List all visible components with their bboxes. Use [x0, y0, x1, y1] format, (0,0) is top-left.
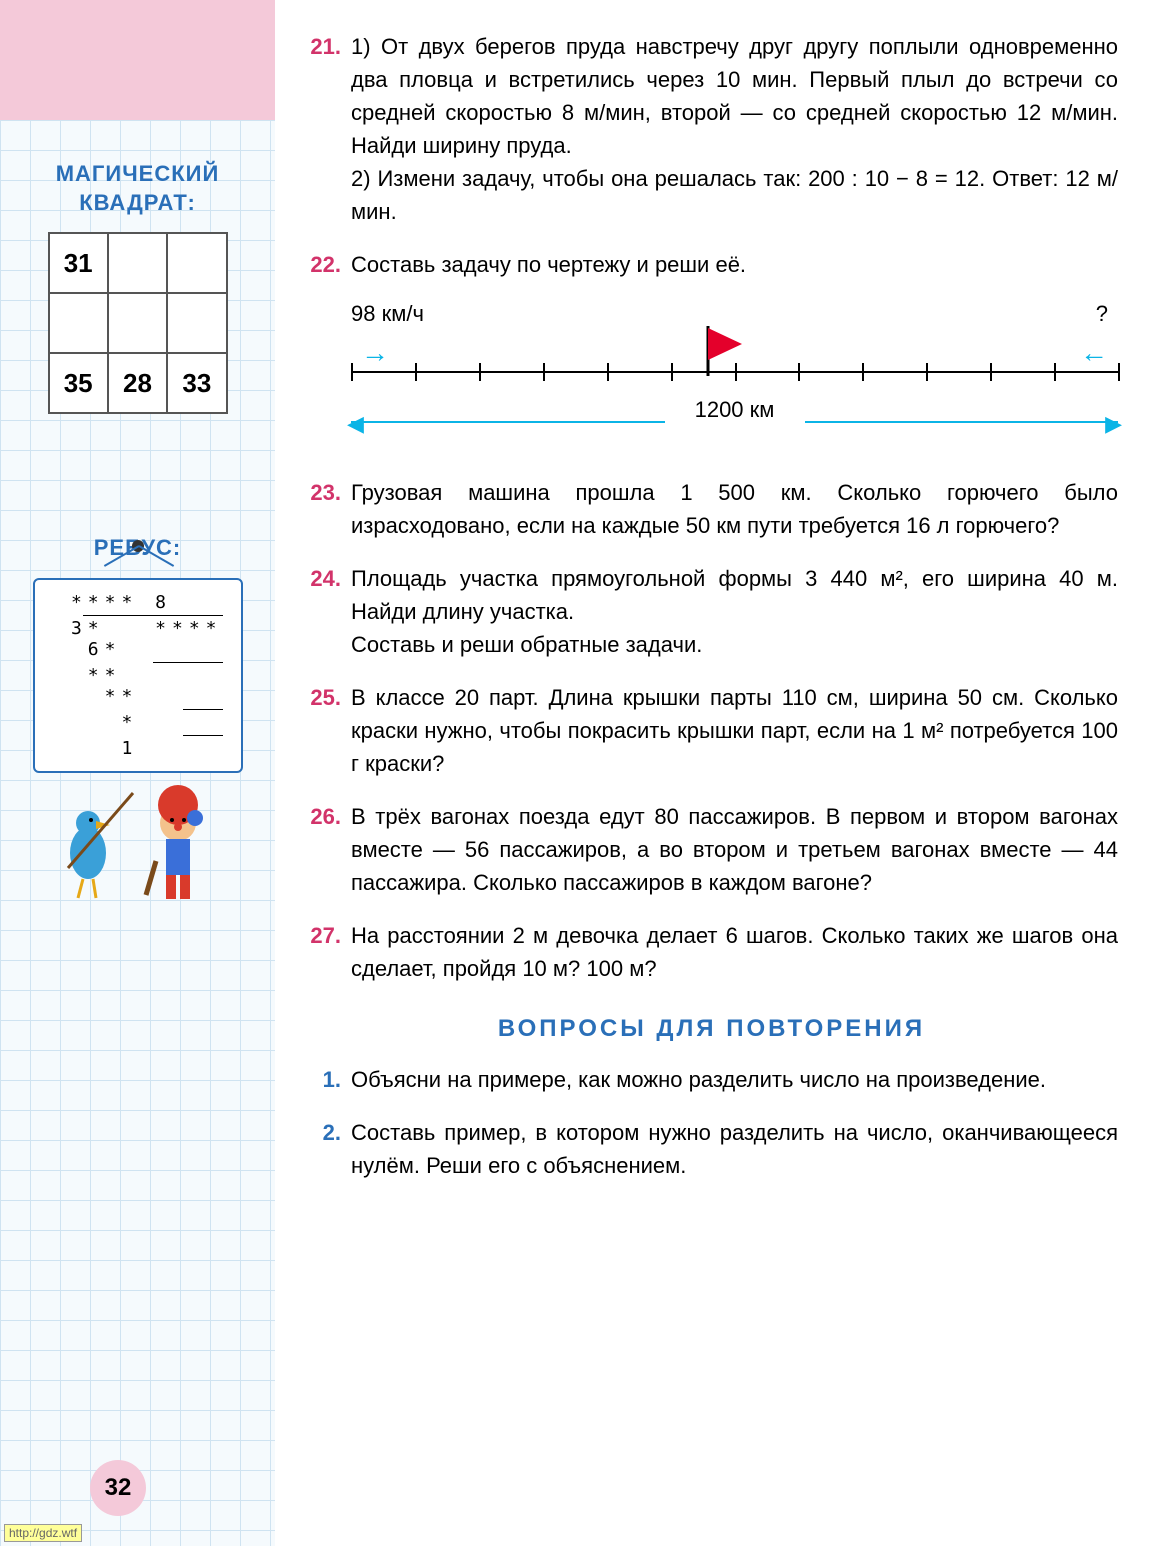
rebus-row: ** [43, 686, 233, 707]
magic-cell: 31 [49, 233, 108, 293]
magic-cell: 28 [108, 353, 167, 413]
review-item-2: 2. Составь пример, в котором нужно разде… [305, 1116, 1118, 1182]
problem-number: 23. [305, 476, 351, 542]
page-number: 32 [90, 1460, 146, 1516]
problem-text: В классе 20 парт. Длина крышки парты 110… [351, 681, 1118, 780]
rebus-row: 6* [43, 639, 233, 660]
magic-cell [167, 233, 226, 293]
review-number: 1. [305, 1063, 351, 1096]
rebus-divider [183, 735, 223, 736]
main-content: 21. 1) От двух берегов пруда навстречу д… [275, 0, 1158, 1546]
tick-mark [351, 363, 353, 381]
rebus-divider [153, 662, 223, 663]
flag-icon [704, 326, 744, 381]
distance-label: 1200 км [665, 397, 805, 423]
dim-arrow-right-icon: ▶ [1105, 411, 1122, 437]
problem-number: 26. [305, 800, 351, 899]
sidebar-pink-header [0, 0, 275, 120]
magic-cell [49, 293, 108, 353]
problem-number: 21. [305, 30, 351, 228]
tick-mark [990, 363, 992, 381]
rebus-row: **** 8 [43, 592, 233, 613]
problem-23: 23. Грузовая машина прошла 1 500 км. Ско… [305, 476, 1118, 542]
problem-24: 24. Площадь участка прямоугольной формы … [305, 562, 1118, 661]
tick-mark [1118, 363, 1120, 381]
number-line-diagram: 98 км/ч ? → ← ◀ ▶ 1200 км [351, 301, 1118, 451]
tick-mark [798, 363, 800, 381]
cartoon-illustration [0, 783, 275, 917]
rebus-board: **** 8 3* **** 6* ** ** * 1 [33, 578, 243, 773]
problem-number: 25. [305, 681, 351, 780]
problem-22: 22. Составь задачу по чертежу и реши её. [305, 248, 1118, 281]
watermark: http://gdz.wtf [4, 1524, 82, 1542]
problem-26: 26. В трёх вагонах поезда едут 80 пассаж… [305, 800, 1118, 899]
magic-square-title: МАГИЧЕСКИЙ КВАДРАТ: [20, 160, 255, 217]
tick-mark [926, 363, 928, 381]
problem-27: 27. На расстоянии 2 м девочка делает 6 ш… [305, 919, 1118, 985]
tick-mark [479, 363, 481, 381]
speed-left-label: 98 км/ч [351, 301, 424, 327]
problem-text: Составь задачу по чертежу и реши её. [351, 248, 1118, 281]
speed-right-label: ? [1096, 301, 1108, 327]
problem-text: 1) От двух берегов пруда навстречу друг … [351, 30, 1118, 228]
rebus-divider [183, 709, 223, 710]
problem-25: 25. В классе 20 парт. Длина крышки парты… [305, 681, 1118, 780]
review-text: Составь пример, в котором нужно разделит… [351, 1116, 1118, 1182]
magic-cell [108, 233, 167, 293]
problem-text: Грузовая машина прошла 1 500 км. Сколько… [351, 476, 1118, 542]
tick-mark [1054, 363, 1056, 381]
tick-mark [671, 363, 673, 381]
problem-21: 21. 1) От двух берегов пруда навстречу д… [305, 30, 1118, 228]
tick-mark [543, 363, 545, 381]
problem-text: На расстоянии 2 м девочка делает 6 шагов… [351, 919, 1118, 985]
review-text: Объясни на примере, как можно разделить … [351, 1063, 1118, 1096]
magic-cell: 35 [49, 353, 108, 413]
rebus-divider [83, 615, 223, 616]
review-heading: ВОПРОСЫ ДЛЯ ПОВТОРЕНИЯ [305, 1015, 1118, 1043]
sidebar: МАГИЧЕСКИЙ КВАДРАТ: 31 35 28 33 РЕБУС: *… [0, 0, 275, 1546]
magic-square-grid: 31 35 28 33 [48, 232, 228, 414]
dim-arrow-left-icon: ◀ [347, 411, 364, 437]
rebus-row: 3* **** [43, 618, 233, 639]
magic-cell [167, 293, 226, 353]
arrow-left-icon: ← [1080, 337, 1108, 369]
problem-number: 27. [305, 919, 351, 985]
review-number: 2. [305, 1116, 351, 1182]
rebus-row: * [43, 712, 233, 733]
magic-cell: 33 [167, 353, 226, 413]
tick-mark [862, 363, 864, 381]
problem-number: 22. [305, 248, 351, 281]
problem-text: Площадь участка прямоугольной формы 3 44… [351, 562, 1118, 661]
tick-mark [415, 363, 417, 381]
problem-number: 24. [305, 562, 351, 661]
magic-cell [108, 293, 167, 353]
rebus-row: 1 [43, 738, 233, 759]
arrow-right-icon: → [361, 337, 389, 369]
rebus-row: ** [43, 665, 233, 686]
tick-mark [607, 363, 609, 381]
review-item-1: 1. Объясни на примере, как можно раздели… [305, 1063, 1118, 1096]
problem-text: В трёх вагонах поезда едут 80 пассажиров… [351, 800, 1118, 899]
